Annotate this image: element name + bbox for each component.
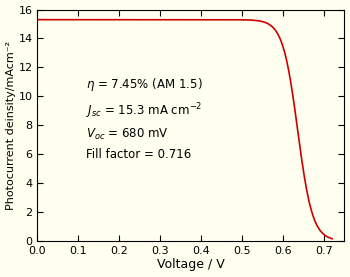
Text: $\eta$ = 7.45% (AM 1.5)
$J_{sc}$ = 15.3 mA cm$^{-2}$
$V_{oc}$ = 680 mV
Fill fact: $\eta$ = 7.45% (AM 1.5) $J_{sc}$ = 15.3 … [86, 76, 203, 161]
Y-axis label: Photocurrent deinsity/mAcm⁻²: Photocurrent deinsity/mAcm⁻² [6, 41, 15, 210]
X-axis label: Voltage / V: Voltage / V [157, 258, 225, 271]
